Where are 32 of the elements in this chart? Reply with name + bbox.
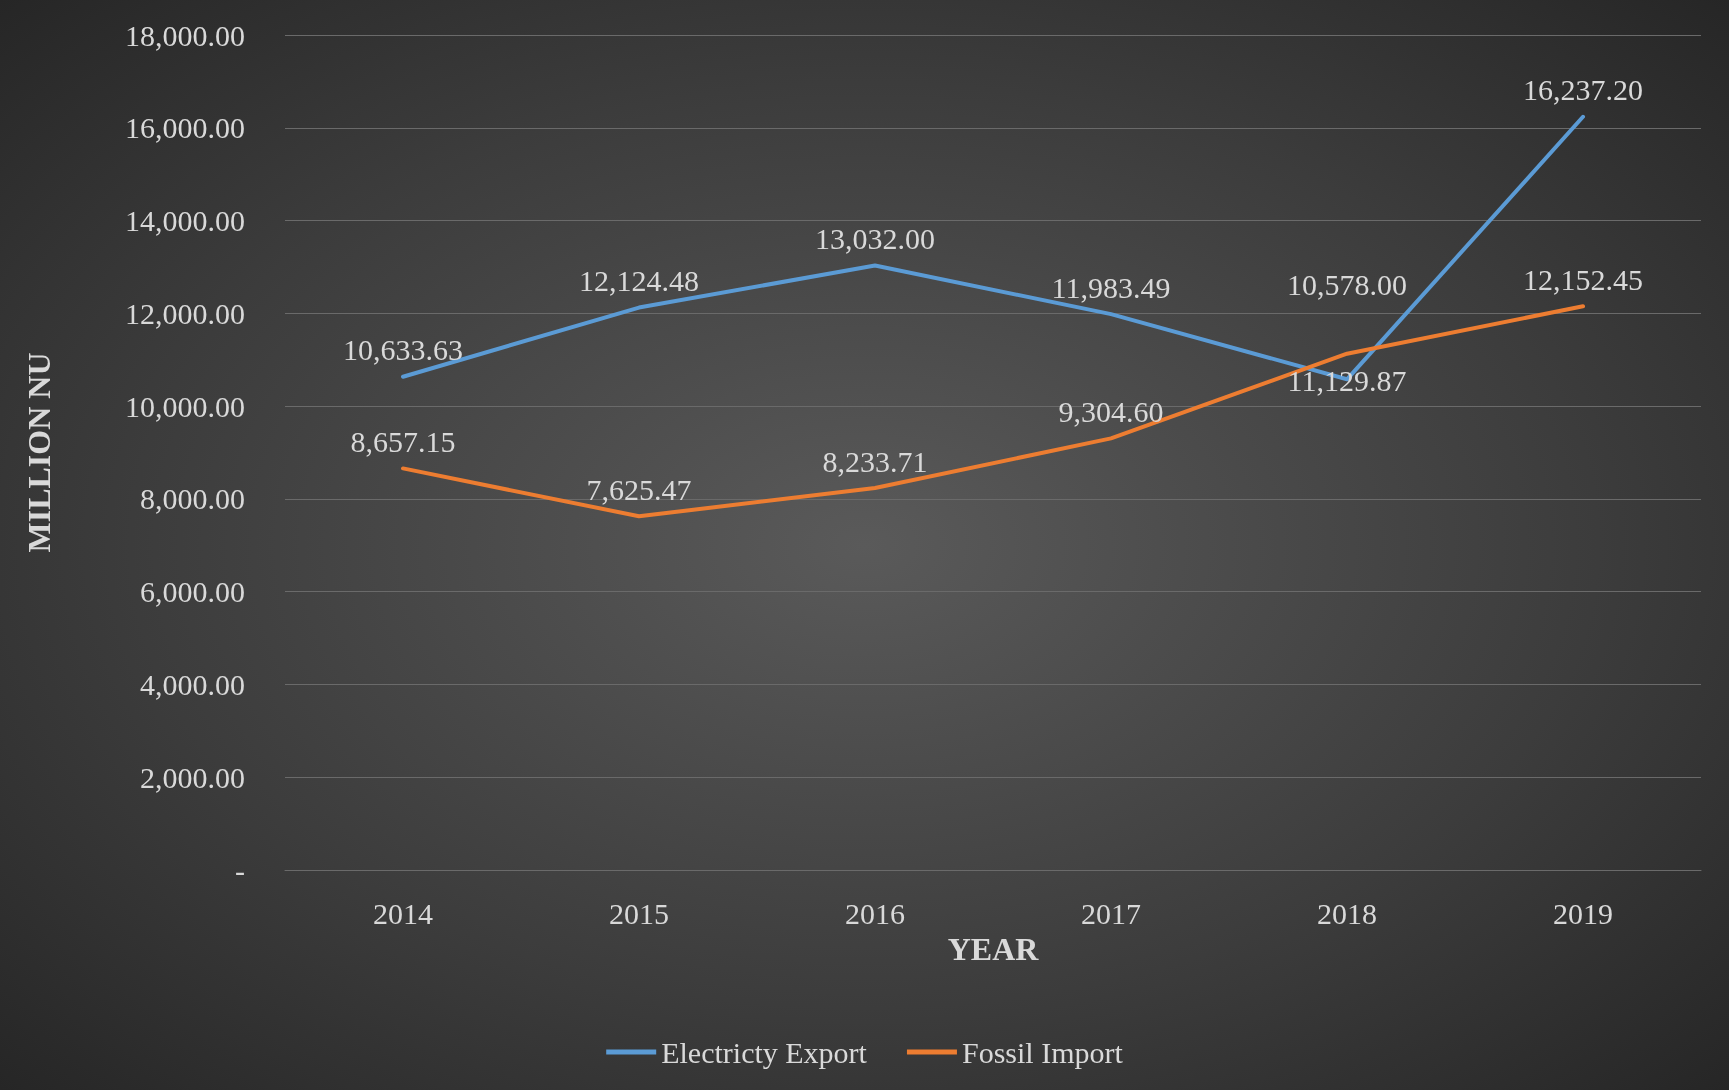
- data-label: 7,625.47: [586, 472, 692, 506]
- y-tick-label: 4,000.00: [140, 667, 245, 701]
- data-label: 9,304.60: [1058, 394, 1164, 428]
- y-tick-label: 10,000.00: [125, 389, 245, 423]
- data-label: 16,237.20: [1523, 73, 1643, 107]
- data-label: 11,983.49: [1051, 270, 1171, 304]
- legend-label: Fossil Import: [961, 1035, 1124, 1069]
- y-axis-title: MILLION NU: [21, 352, 57, 553]
- y-tick-label: 8,000.00: [140, 482, 245, 516]
- x-tick-label: 2016: [845, 896, 905, 930]
- x-tick-label: 2019: [1553, 896, 1613, 930]
- x-tick-label: 2018: [1317, 896, 1377, 930]
- y-tick-label: -: [235, 853, 245, 887]
- y-tick-label: 14,000.00: [125, 204, 245, 238]
- x-tick-label: 2014: [373, 896, 433, 930]
- data-label: 10,633.63: [343, 333, 463, 367]
- data-label: 10,578.00: [1287, 267, 1407, 301]
- y-tick-label: 18,000.00: [125, 18, 245, 52]
- data-label: 8,233.71: [822, 444, 928, 478]
- data-label: 12,124.48: [579, 264, 699, 298]
- x-tick-label: 2017: [1081, 896, 1141, 930]
- y-tick-label: 2,000.00: [140, 760, 245, 794]
- x-axis-title: YEAR: [947, 930, 1040, 967]
- data-label: 11,129.87: [1287, 364, 1407, 398]
- data-label: 12,152.45: [1523, 262, 1643, 296]
- x-tick-label: 2015: [609, 896, 669, 930]
- y-tick-label: 16,000.00: [125, 111, 245, 145]
- data-label: 8,657.15: [350, 424, 456, 458]
- y-tick-label: 12,000.00: [125, 296, 245, 330]
- data-label: 13,032.00: [815, 221, 935, 255]
- y-tick-label: 6,000.00: [140, 575, 245, 609]
- legend-label: Electricty Export: [661, 1035, 868, 1069]
